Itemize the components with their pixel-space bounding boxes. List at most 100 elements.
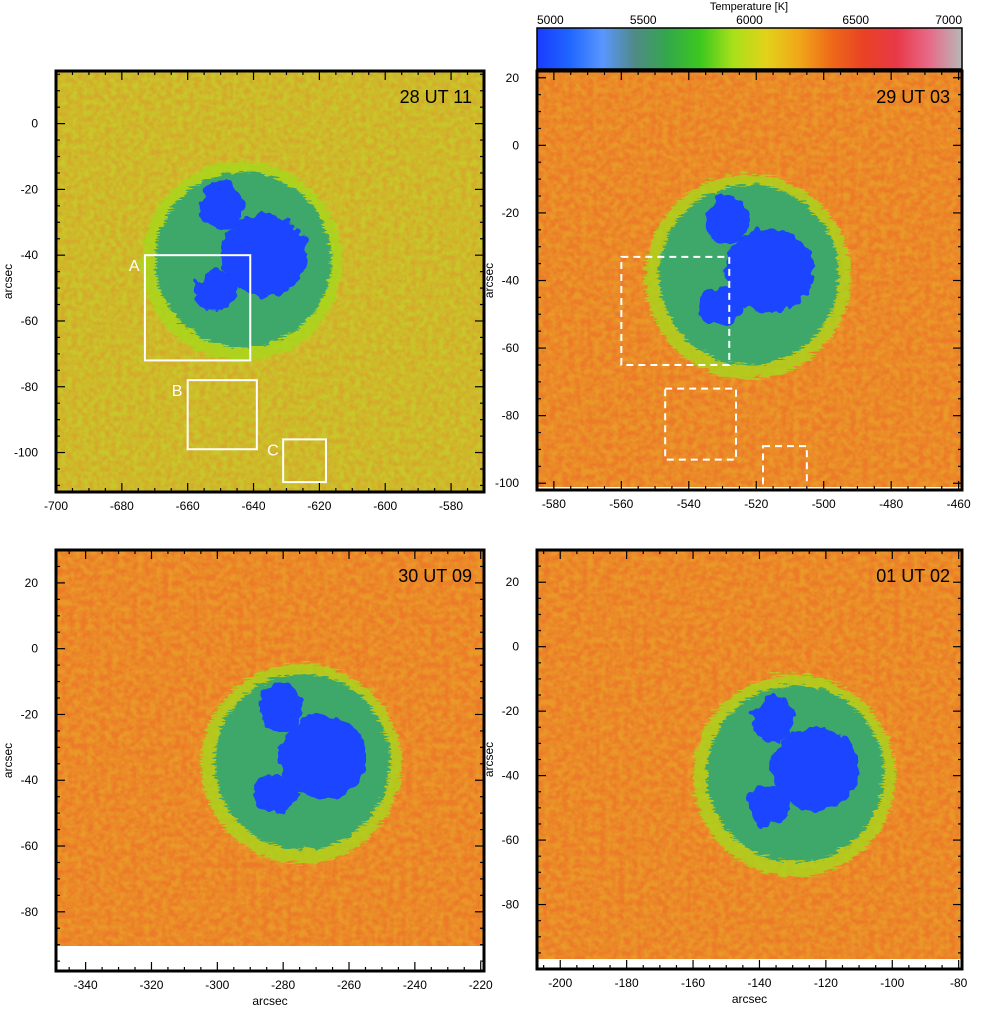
y-tick-label: -20 [21,707,39,721]
y-axis-title: arcsec [1,264,15,299]
y-tick-label: -60 [502,341,520,355]
no-data-strip [56,946,484,971]
y-tick-label: -40 [21,773,39,787]
panel-p4: 01 UT 02 -200 -180 -160 -140 -120 -100 -80 20 0 -2… [482,548,968,1006]
x-tick-label: -620 [307,499,331,513]
x-tick-label: -340 [74,978,98,992]
region-box-label: A [129,258,140,275]
y-tick-label: -40 [502,274,520,288]
y-tick-label: -80 [21,380,39,394]
region-box-label: C [267,442,279,459]
x-tick-label: -140 [747,976,771,990]
panel-timestamp: 01 UT 02 [876,566,950,586]
y-tick-label: -100 [14,446,38,460]
colorbar: Temperature [K] 5000 5500 6000 6500 7000 [536,1,963,70]
panel-frame [54,548,486,973]
y-tick-label: -20 [502,704,520,718]
x-axis-title: arcsec [252,994,287,1008]
y-tick-label: 0 [512,138,519,152]
umbra [219,213,307,297]
x-tick-label: -220 [469,978,493,992]
region-box [143,254,252,362]
x-tick-label: -80 [950,976,968,990]
panel-image [537,550,962,969]
colorbar-tick-label: 6000 [736,13,763,27]
panel-image: A B C [56,71,484,492]
umbra-fragment [704,195,750,245]
y-tick-label: -100 [495,476,519,490]
umbra [725,227,815,313]
x-tick-label: -100 [880,976,904,990]
x-tick-label: -240 [403,978,427,992]
x-tick-label: -500 [812,497,836,511]
x-tick-label: -160 [681,976,705,990]
umbra [772,727,860,812]
x-tick-label: -700 [44,499,68,513]
region-box [620,255,731,366]
umbra-fragment [752,695,796,744]
axis-ticks [537,549,962,970]
region-box [761,445,808,490]
x-tick-label: -280 [271,978,295,992]
umbra-fragment [194,270,238,311]
umbra [279,715,367,799]
axis-ticks [55,71,485,492]
y-tick-label: -60 [21,314,39,328]
region-box-label: B [172,383,183,400]
x-tick-label: -120 [814,976,838,990]
axis-ticks [536,71,962,490]
umbra-fragment [746,785,791,825]
panel-p1: A B C 28 UT 11 -700 -680 -660 -640 -620 -600 -580 0… [1,69,486,513]
y-axis-title: arcsec [482,742,496,777]
panel-p3: 30 UT 09 -340 -320 -300 -280 -260 -240 -220 20 0 -… [1,548,493,1008]
colorbar-tick-label: 7000 [935,13,962,27]
x-tick-label: -580 [439,499,463,513]
x-tick-label: -460 [947,497,971,511]
x-tick-label: -320 [139,978,163,992]
x-tick-label: -260 [337,978,361,992]
x-tick-label: -200 [548,976,572,990]
y-tick-label: 20 [25,576,39,590]
panel-timestamp: 30 UT 09 [398,566,472,586]
panel-timestamp: 29 UT 03 [876,87,950,107]
y-tick-label: 0 [31,642,38,656]
region-box [282,438,327,484]
colorbar-tick-label: 5500 [630,13,657,27]
axis-ticks [56,549,484,971]
y-tick-label: -80 [502,409,520,423]
umbra-fragment [253,773,297,813]
x-axis-title: arcsec [732,992,767,1006]
y-tick-label: -60 [502,833,520,847]
y-axis-title: arcsec [1,743,15,778]
y-tick-label: -80 [21,905,39,919]
y-tick-label: -20 [21,182,39,196]
region-box [186,379,258,451]
x-tick-label: -560 [609,497,633,511]
y-tick-label: 0 [512,640,519,654]
y-tick-label: 20 [506,575,520,589]
y-tick-label: 0 [31,117,38,131]
colorbar-tick-label: 6500 [842,13,869,27]
panel-image [537,71,962,490]
y-tick-label: -40 [21,248,39,262]
y-tick-label: 20 [506,71,520,85]
colorbar-tick-labels: 5000 5500 6000 6500 7000 [537,13,962,27]
y-tick-label: -60 [21,839,39,853]
panel-timestamp: 28 UT 11 [400,87,472,107]
x-tick-label: -640 [242,499,266,513]
x-tick-label: -520 [744,497,768,511]
colorbar-gradient [536,27,963,70]
no-data-strip [537,959,962,969]
y-tick-label: -20 [502,206,520,220]
y-tick-label: -40 [502,769,520,783]
colorbar-tick-label: 5000 [537,13,564,27]
umbra-fragment [259,684,303,732]
x-tick-label: -580 [542,497,566,511]
umbra-fragment [698,286,744,328]
x-tick-label: -180 [615,976,639,990]
x-tick-label: -660 [176,499,200,513]
x-tick-label: -600 [373,499,397,513]
y-tick-label: -80 [502,898,520,912]
